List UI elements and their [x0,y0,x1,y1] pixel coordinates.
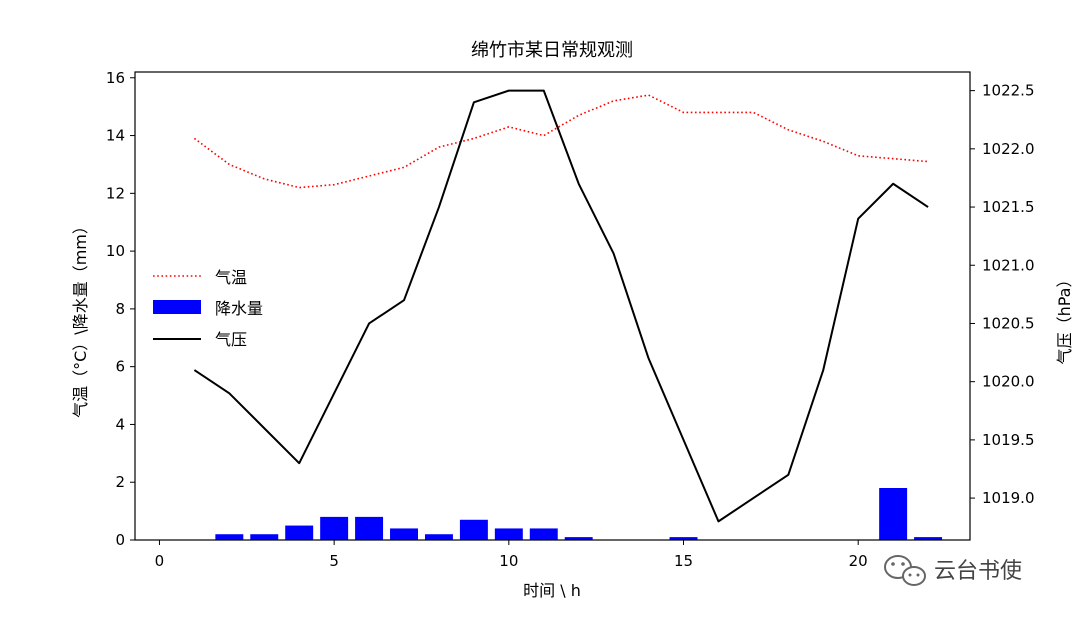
right-axis: 1019.0 1019.5 1020.0 1020.5 1021.0 1021.5 1022… [970,82,1035,507]
watermark-text: 云台书使 [934,559,1022,584]
left-tick-label: 2 [115,473,125,491]
legend-pressure-label: 气压 [215,330,247,349]
precip-bar [390,528,418,540]
left-tick-label: 0 [115,531,125,549]
x-tick-label: 0 [155,552,165,570]
bottom-axis: 0 5 10 15 20 [155,540,868,570]
right-tick-label: 1021.0 [982,256,1035,274]
left-tick-label: 14 [106,127,125,145]
left-tick-label: 10 [106,242,125,260]
legend-precip-swatch [153,300,201,314]
temperature-line [193,94,929,189]
right-tick-label: 1022.5 [982,82,1035,100]
right-tick-label: 1021.5 [982,198,1035,216]
left-tick-label: 16 [106,69,125,87]
wechat-icon [884,555,926,586]
precip-bar [879,488,908,540]
x-axis-label: 时间 \ h [523,581,581,600]
x-tick-label: 5 [329,552,339,570]
left-tick-label: 8 [115,300,125,318]
right-tick-label: 1019.0 [982,489,1035,507]
x-tick-label: 20 [849,552,868,570]
precip-bar [285,525,314,540]
legend-temperature-label: 气温 [215,268,247,287]
precip-bar [494,528,523,540]
chart-title: 绵竹市某日常规观测 [471,40,633,61]
precip-bar [529,528,558,540]
right-tick-label: 1022.0 [982,140,1035,158]
precip-bar [215,534,244,540]
x-tick-label: 15 [674,552,693,570]
right-axis-label: 气压（hPa） [1055,272,1074,365]
right-tick-label: 1019.5 [982,431,1035,449]
left-axis-label: 气温（°C）\降水量（mm） [71,218,90,418]
x-tick-label: 10 [499,552,518,570]
precip-bar [669,537,698,540]
legend-precip-label: 降水量 [215,299,263,318]
right-tick-label: 1020.0 [982,373,1035,391]
plot-area [134,71,971,541]
precip-bar [355,516,384,540]
precip-bar [459,519,488,540]
plot-frame [134,71,971,541]
left-tick-label: 6 [115,358,125,376]
precip-bar [320,516,349,540]
precip-bar [914,537,943,540]
left-axis: 0 2 4 6 8 10 12 14 16 [106,69,135,549]
precip-bar [424,534,453,540]
precip-bar [250,534,279,540]
left-tick-label: 4 [115,415,125,433]
watermark: 云台书使 [884,555,1022,586]
precip-bar [564,537,593,540]
left-tick-label: 12 [106,184,125,202]
pressure-line [193,89,929,523]
right-tick-label: 1020.5 [982,314,1035,332]
